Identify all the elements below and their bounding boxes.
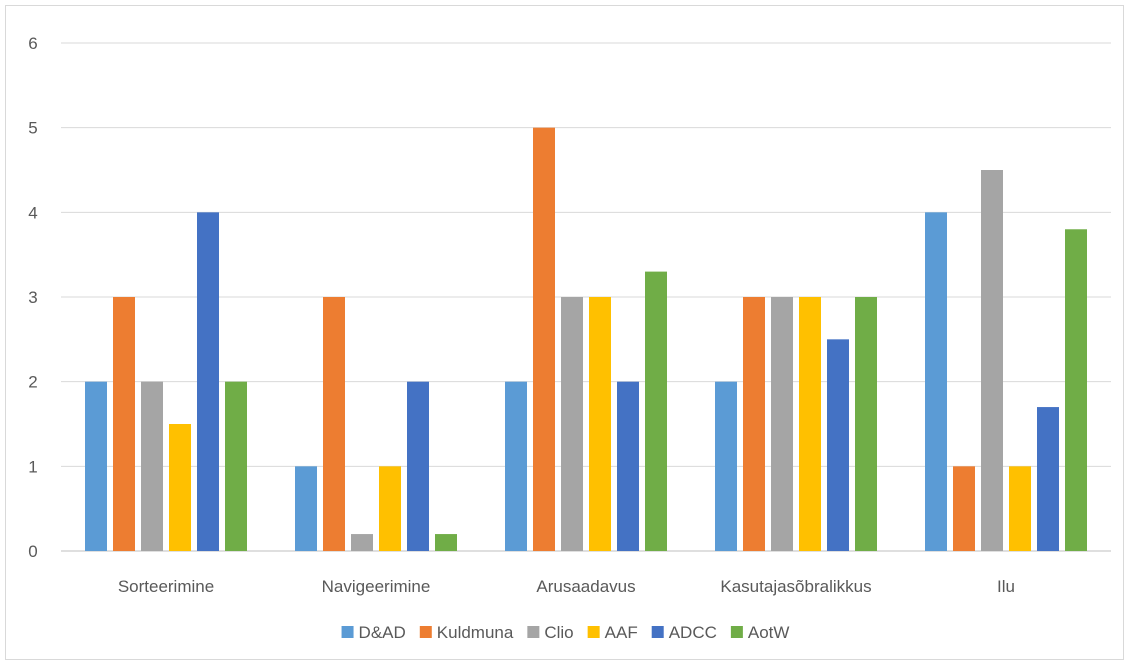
y-tick-label: 1 [28,457,37,476]
y-tick-label: 2 [28,373,37,392]
bar-aaf-4 [1009,466,1031,551]
legend-label: ADCC [669,623,717,642]
bar-d-ad-2 [505,381,527,551]
bar-d-ad-4 [925,212,947,552]
bar-d-ad-1 [295,466,317,551]
legend-swatch [527,626,540,638]
bar-aotw-4 [1065,229,1087,551]
bar-adcc-0 [197,212,219,552]
legend-swatch [730,626,743,638]
x-tick-label: Ilu [997,577,1015,596]
bar-aaf-3 [799,297,821,551]
bar-adcc-2 [617,381,639,551]
x-tick-label: Navigeerimine [322,577,431,596]
y-axis-ticks: 0 1 2 3 4 5 6 [28,34,37,561]
bar-aotw-3 [855,297,877,551]
bar-kuldmuna-3 [743,297,765,551]
y-tick-label: 6 [28,34,37,53]
bar-aotw-1 [435,534,457,551]
bar-aaf-2 [589,297,611,551]
legend-label: Kuldmuna [437,623,514,642]
bar-aotw-2 [645,271,667,551]
legend-swatch [651,626,664,638]
bar-chart: 0 1 2 3 4 5 6 Sorteerimine Navigeerimine Arusaad… [28,34,1111,642]
bar-kuldmuna-0 [113,297,135,551]
bar-kuldmuna-1 [323,297,345,551]
bar-adcc-1 [407,381,429,551]
legend-label: AAF [605,623,638,642]
y-tick-label: 4 [28,203,37,222]
bar-clio-0 [141,381,163,551]
bar-aaf-1 [379,466,401,551]
legend-label: D&AD [359,623,406,642]
x-tick-label: Kasutajasõbralikkus [720,577,871,596]
chart-area: 0 1 2 3 4 5 6 Sorteerimine Navigeerimine Arusaad… [5,5,1124,660]
bar-aaf-0 [169,424,191,551]
y-tick-label: 5 [28,119,37,138]
bar-clio-3 [771,297,793,551]
bar-clio-2 [561,297,583,551]
bar-d-ad-3 [715,381,737,551]
bar-clio-4 [981,170,1003,551]
bar-adcc-4 [1037,407,1059,551]
bar-adcc-3 [827,339,849,551]
legend-swatch [587,626,600,638]
y-tick-label: 3 [28,288,37,307]
x-axis-ticks: Sorteerimine Navigeerimine Arusaadavus Kasu… [118,577,1015,596]
bars [85,127,1087,552]
legend-label: Clio [544,623,573,642]
y-tick-label: 0 [28,542,37,561]
bar-kuldmuna-4 [953,466,975,551]
x-tick-label: Arusaadavus [536,577,635,596]
legend-label: AotW [748,623,790,642]
bar-clio-1 [351,534,373,551]
bar-d-ad-0 [85,381,107,551]
legend: D&AD Kuldmuna Clio AAF ADCC AotW [341,623,790,642]
legend-swatch [341,626,354,638]
legend-swatch [419,626,432,638]
bar-kuldmuna-2 [533,127,555,552]
x-tick-label: Sorteerimine [118,577,214,596]
bar-aotw-0 [225,381,247,551]
